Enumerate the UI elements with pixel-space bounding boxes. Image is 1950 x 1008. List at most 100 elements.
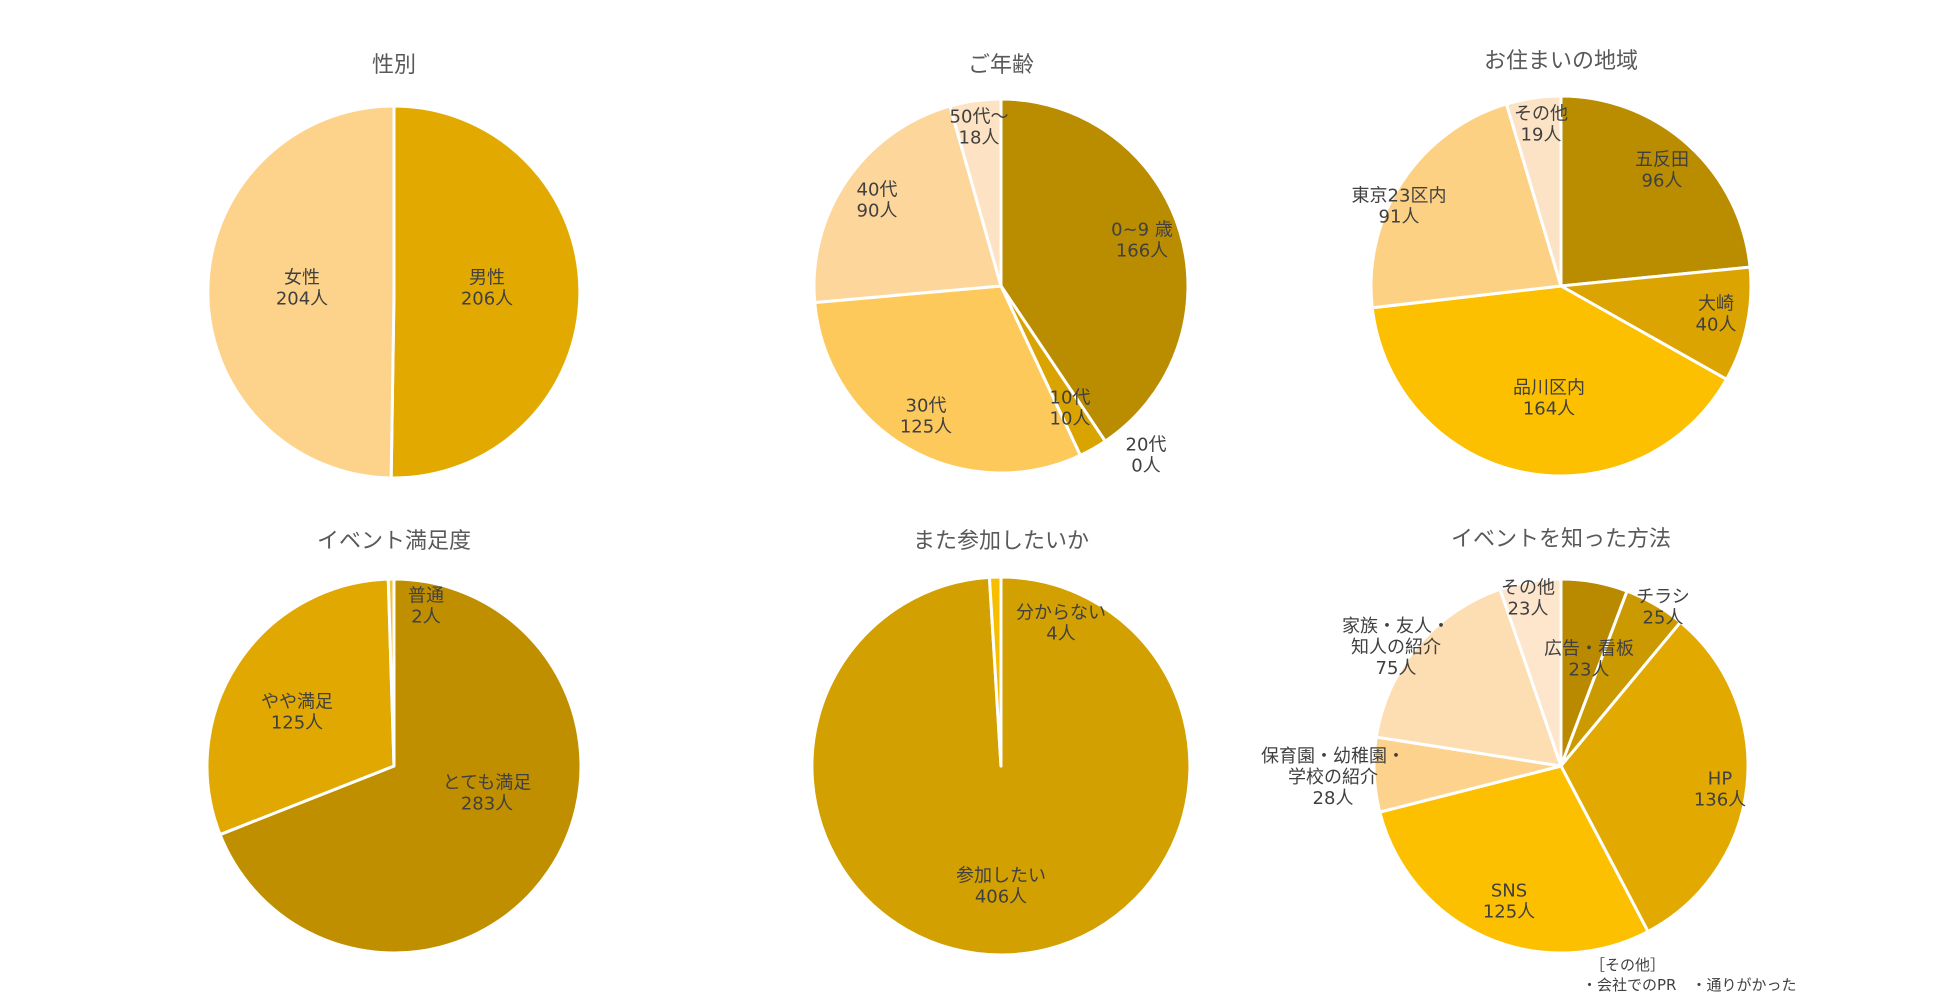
slice-label-line: 4人 (1046, 624, 1075, 645)
slice-label-line: 40代 (857, 180, 898, 201)
slice-label-line: 女性 (284, 268, 320, 289)
pie-slice (205, 577, 396, 837)
slice-label-line: 参加したい (956, 866, 1046, 887)
chart-title: ご年齢 (968, 53, 1034, 78)
slice-label-line: 知人の紹介 (1351, 637, 1441, 658)
slice-label: 保育園・幼稚園・学校の紹介 28人 (1261, 746, 1405, 809)
chart-title: 性別 (372, 53, 416, 78)
slice-label: 20代 0人 (1126, 435, 1167, 477)
slice-label-line: 25人 (1643, 608, 1684, 629)
slice-label: その他 23人 (1501, 578, 1555, 620)
pie-slice (813, 284, 1082, 475)
slice-label: 参加したい 406人 (956, 866, 1046, 908)
slice-label: 五反田 96人 (1635, 150, 1689, 192)
slice-label: 普通 2人 (408, 586, 444, 628)
slice-label-line: 広告・看板 (1544, 639, 1634, 660)
slice-label-line: その他 (1514, 104, 1568, 125)
other-note: ［その他］ ・会社でのPR ・通りがかった (1582, 956, 1796, 994)
slice-label-line: 分からない (1016, 603, 1106, 624)
slice-label-line: 10代 (1050, 388, 1091, 409)
slice-label: 大崎 40人 (1696, 294, 1737, 336)
slice-label: その他 19人 (1514, 104, 1568, 146)
slice-label-line: 204人 (276, 289, 328, 310)
slice-label-line: 五反田 (1635, 150, 1689, 171)
slice-label-line: 28人 (1313, 788, 1354, 809)
pie-slice (1504, 94, 1563, 288)
pie-slice (218, 577, 583, 955)
slice-label-line: とても満足 (443, 773, 532, 794)
slice-label: 東京23区内 91人 (1352, 186, 1447, 228)
slice-label-line: 406人 (975, 887, 1027, 908)
slice-label: 広告・看板 23人 (1544, 639, 1634, 681)
slice-label-line: その他 (1501, 578, 1555, 599)
slice-label-line: 90人 (857, 201, 898, 222)
slice-label-line: 125人 (271, 713, 323, 734)
slice-label-line: 23人 (1569, 660, 1610, 681)
slice-label-line: HP (1708, 769, 1733, 790)
pie-slice (999, 97, 1190, 443)
slice-label-line: 136人 (1694, 790, 1746, 811)
other-note-line: ［その他］ (1590, 956, 1665, 974)
slice-label: 0~9 歳 166人 (1111, 220, 1173, 262)
slice-label-line: 20代 (1126, 435, 1167, 456)
slice-label: とても満足 283人 (443, 773, 532, 815)
other-note-line: ・会社でのPR ・通りがかった (1582, 976, 1796, 994)
pie-chart-2: ご年齢 0~9 歳 166人 10代 10人 20代 0人 30代 125人 40代 90人 50代～… (812, 53, 1190, 477)
slice-label-line: 125人 (1483, 902, 1535, 923)
slice-label-line: 品川区内 (1513, 378, 1585, 399)
slice-label: 品川区内 164人 (1513, 378, 1585, 420)
slice-label-line: 普通 (408, 586, 444, 607)
slice-label-line: 166人 (1116, 241, 1168, 262)
slice-label-line: 大崎 (1698, 294, 1734, 315)
slice-label-line: 10人 (1050, 409, 1091, 430)
slice-label: やや満足 125人 (261, 692, 333, 734)
slice-label-line: 96人 (1642, 171, 1683, 192)
slice-label: SNS 125人 (1483, 881, 1535, 923)
slice-label: 50代～ 18人 (950, 107, 1009, 149)
slice-label-line: 91人 (1379, 207, 1420, 228)
slice-label-line: 学校の紹介 (1288, 767, 1378, 788)
pie-slice (206, 104, 396, 480)
slice-label: 30代 125人 (900, 396, 952, 438)
slice-label-line: 23人 (1508, 599, 1549, 620)
slice-label-line: 男性 (469, 268, 505, 289)
slice-label-line: 18人 (959, 128, 1000, 149)
slice-label-line: 0~9 歳 (1111, 220, 1173, 241)
pie-slice (1378, 764, 1650, 955)
pie-slice (389, 104, 582, 480)
slice-label-line: 0人 (1131, 456, 1160, 477)
chart-title: イベントを知った方法 (1451, 527, 1671, 552)
slice-label: HP 136人 (1694, 769, 1746, 811)
slice-label-line: 283人 (461, 794, 513, 815)
slice-label-line: 75人 (1376, 658, 1417, 679)
chart-title: イベント満足度 (317, 529, 471, 554)
pie-slice (1370, 284, 1729, 478)
slice-label-line: 30代 (906, 396, 947, 417)
slice-label-line: チラシ (1636, 587, 1690, 608)
pie-slice (1559, 265, 1753, 381)
slice-label: 40代 90人 (857, 180, 898, 222)
slice-label-line: 164人 (1523, 399, 1575, 420)
slice-label: 10代 10人 (1050, 388, 1091, 430)
slice-label-line: 40人 (1696, 315, 1737, 336)
slice-label-line: 19人 (1521, 125, 1562, 146)
pie-slice (1559, 94, 1752, 288)
slice-label-line: やや満足 (261, 692, 333, 713)
slice-label-line: 2人 (411, 607, 440, 628)
slice-label-line: 206人 (461, 289, 513, 310)
slice-label: 分からない 4人 (1016, 603, 1106, 645)
slice-label: 家族・友人・知人の紹介 75人 (1342, 616, 1450, 679)
chart-title: お住まいの地域 (1484, 49, 1638, 74)
pie-slice (386, 577, 396, 768)
chart-title: また参加したいか (913, 529, 1089, 554)
slice-label-line: 125人 (900, 417, 952, 438)
pie-slice (1498, 577, 1563, 768)
pie-slice (987, 575, 1003, 768)
